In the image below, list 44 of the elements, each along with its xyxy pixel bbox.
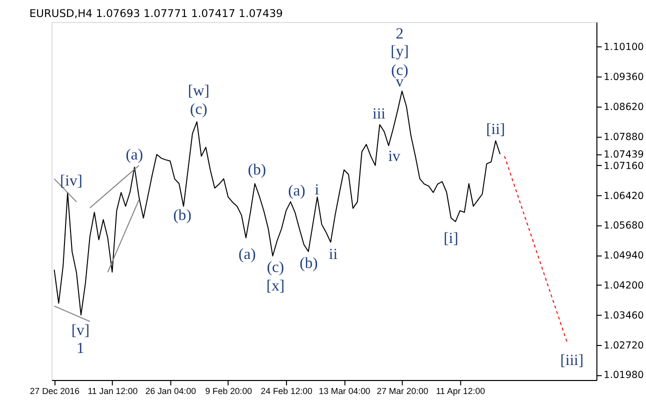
annotation: (a) [126,146,144,164]
x-tick-label: 11 Apr 12:00 [436,386,486,396]
annotation: ii [328,246,338,263]
annotation: [x] [266,278,285,295]
annotation: [i] [444,230,458,247]
y-tick-label: 1.04200 [604,280,644,292]
y-tick-label: 1.01980 [604,370,644,382]
annotation: [ii] [486,120,506,138]
annotation: (c) [266,258,284,276]
y-tick-label: 1.05680 [604,220,644,232]
y-tick-label: 1.03460 [604,310,644,322]
y-tick-label: 1.08620 [604,102,644,113]
annotation: iii [372,106,386,123]
x-tick-label: 13 Mar 04:00 [318,386,370,396]
y-tick-label: 1.07439 [604,150,644,161]
annotation: [y] [390,42,409,60]
y-tick-label: 1.06420 [604,190,644,202]
annotation: (b) [248,162,266,179]
annotation: (a) [288,182,306,200]
x-tick-label: 24 Feb 12:00 [260,386,312,396]
y-tick-label: 1.09360 [604,72,644,83]
annotation: (b) [173,206,192,224]
annotation: i [314,181,320,198]
x-tick-label: 27 Dec 2016 [30,386,80,396]
chart-title: EURUSD,H4 1.07693 1.07771 1.07417 1.07439 [29,7,284,20]
y-tick-label: 1.10100 [604,42,644,54]
annotation: iv [388,148,401,166]
x-tick-label: 27 Mar 20:00 [376,386,428,396]
y-tick-label: 1.02720 [604,340,644,352]
annotation: [v] [71,322,90,340]
annotation: (c) [190,100,208,118]
y-tick-label: 1.07880 [604,132,644,143]
annotation: 2 [396,26,404,43]
annotation: (a) [238,246,256,263]
annotation: 1 [76,340,84,358]
x-tick-label: 11 Jan 12:00 [88,386,138,396]
annotation: (b) [300,254,318,272]
annotation: [iv] [60,172,82,190]
y-tick-label: 1.04940 [604,250,644,262]
y-tick-label: 1.07160 [604,160,644,172]
annotation: [iii] [560,352,584,369]
x-tick-label: 9 Feb 20:00 [205,386,252,396]
x-tick-label: 26 Jan 04:00 [145,386,196,396]
annotation: [w] [188,82,210,100]
